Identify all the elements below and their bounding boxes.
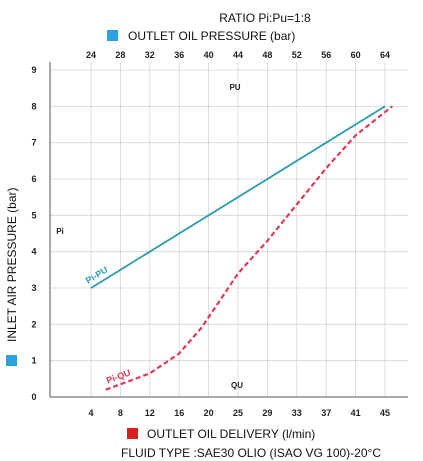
series-line-pi-qu (105, 105, 393, 391)
pi-axis-tag: Pi (56, 227, 64, 236)
grid (50, 62, 408, 398)
y-tick-label: 1 (31, 356, 36, 366)
x-bottom-tick-label: 37 (321, 408, 331, 418)
y-tick-label: 5 (31, 210, 36, 220)
y-axis-label: INLET AIR PRESSURE (bar) (5, 188, 19, 343)
x-bottom-tick-label: 4 (88, 408, 93, 418)
bottom-axis-label: OUTLET OIL DELIVERY (l/min) (147, 427, 315, 441)
top-axis-label: OUTLET OIL PRESSURE (bar) (128, 29, 295, 43)
y-tick-label: 2 (31, 319, 36, 329)
y-tick-label: 9 (31, 65, 36, 75)
x-top-tick-label: 36 (174, 50, 184, 60)
outlet-pressure-legend-swatch (107, 30, 118, 41)
x-bottom-tick-label: 16 (174, 408, 184, 418)
qu-axis-tag: QU (231, 381, 243, 390)
series-label-pi-pu: Pi-PU (84, 265, 110, 286)
series-label-pi-qu: Pi-QU (105, 368, 132, 386)
labels: RATIO Pi:Pu=1:8 OUTLET OIL PRESSURE (bar… (5, 11, 381, 460)
x-top-tick-label: 60 (351, 50, 361, 60)
x-bottom-tick-label: 29 (262, 408, 272, 418)
fluid-type-note: FLUID TYPE :SAE30 OLIO (ISAO VG 100)-20°… (121, 446, 381, 460)
x-bottom-tick-label: 45 (380, 408, 390, 418)
x-top-tick-label: 28 (115, 50, 125, 60)
y-tick-label: 3 (31, 283, 36, 293)
x-top-tick-label: 48 (262, 50, 272, 60)
x-bottom-tick-label: 8 (118, 408, 123, 418)
y-tick-label: 6 (31, 174, 36, 184)
x-top-tick-label: 52 (292, 50, 302, 60)
oil-delivery-legend-swatch (127, 428, 138, 439)
inlet-pressure-legend-swatch (6, 355, 17, 366)
x-top-tick-label: 56 (321, 50, 331, 60)
x-top-tick-label: 24 (86, 50, 96, 60)
y-tick-label: 0 (31, 392, 36, 402)
x-bottom-tick-label: 41 (351, 408, 361, 418)
x-bottom-tick-label: 25 (233, 408, 243, 418)
x-bottom-tick-label: 12 (145, 408, 155, 418)
x-top-tick-label: 32 (145, 50, 155, 60)
chart-title: RATIO Pi:Pu=1:8 (219, 11, 311, 25)
x-bottom-tick-label: 33 (292, 408, 302, 418)
x-top-tick-label: 64 (380, 50, 390, 60)
pu-axis-tag: PU (229, 83, 240, 92)
x-top-tick-label: 40 (204, 50, 214, 60)
x-top-tick-label: 44 (233, 50, 243, 60)
series-line-pi-pu (90, 105, 386, 289)
x-bottom-tick-label: 20 (204, 408, 214, 418)
y-tick-label: 4 (31, 247, 36, 257)
y-tick-label: 7 (31, 138, 36, 148)
y-tick-label: 8 (31, 101, 36, 111)
